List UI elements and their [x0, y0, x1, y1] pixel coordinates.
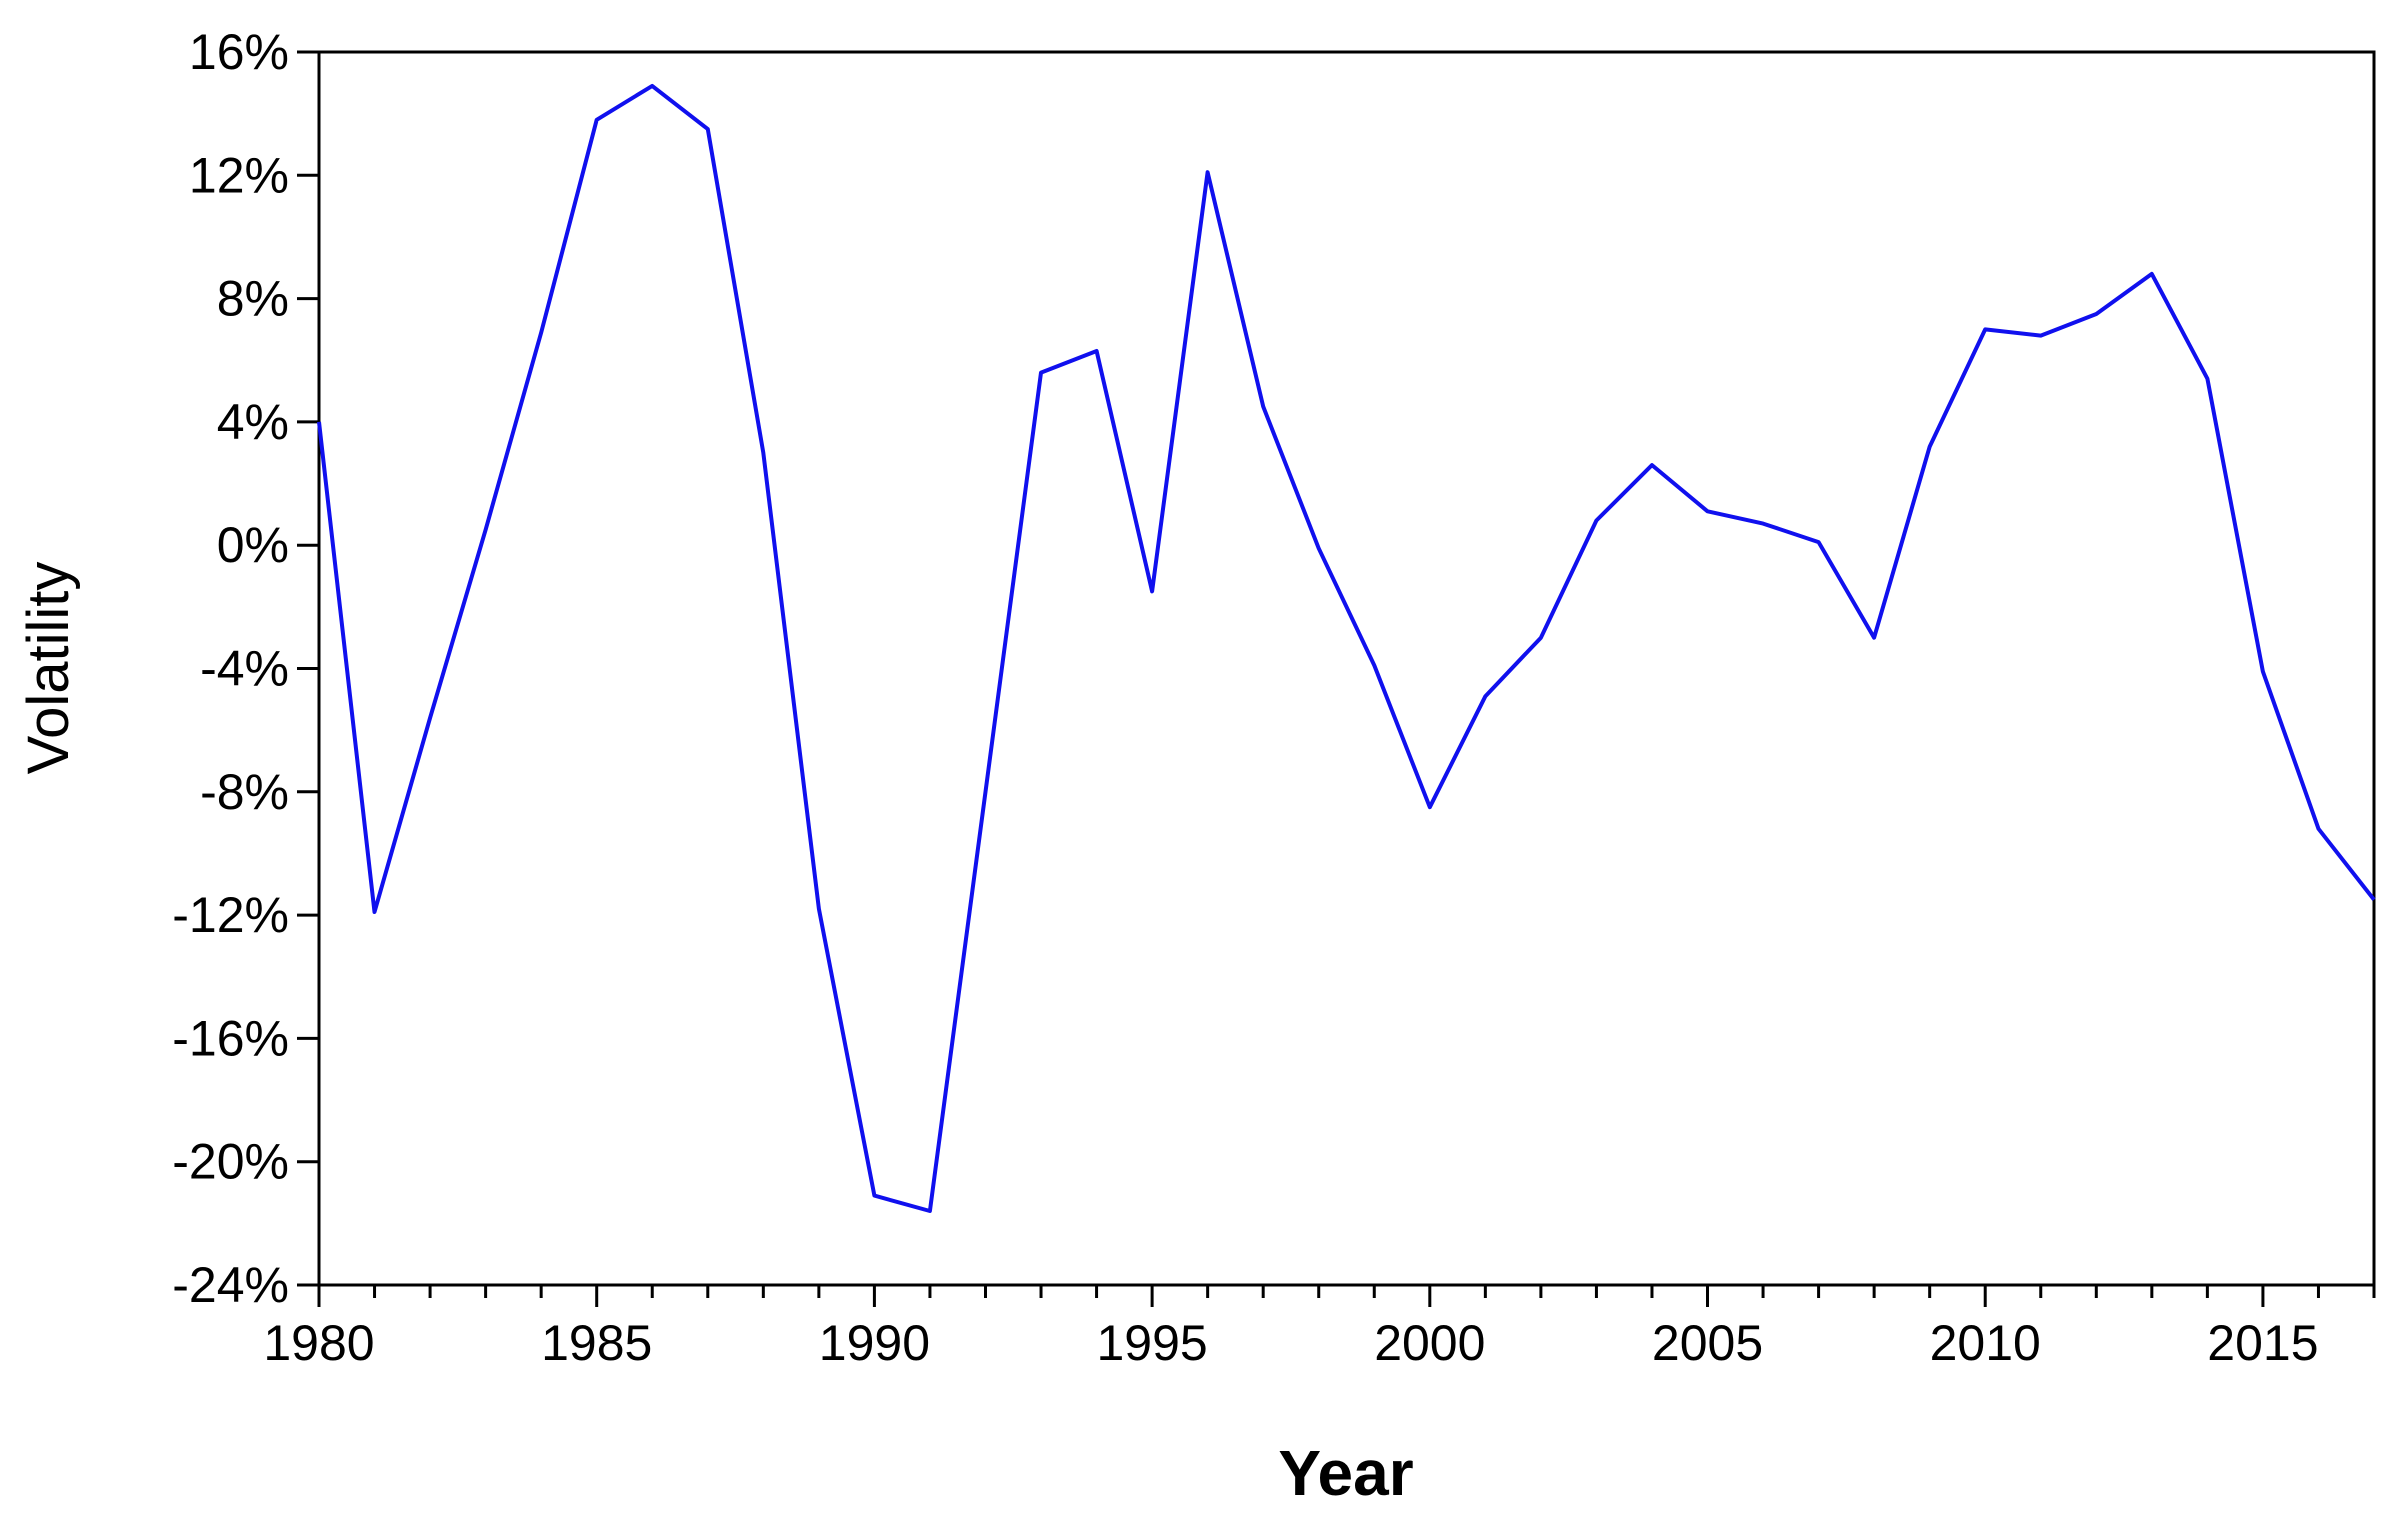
y-axis-title: Volatility [16, 562, 81, 775]
y-tick-label: -20% [172, 1134, 289, 1190]
y-tick-label: 12% [189, 147, 289, 203]
x-tick-label: 1980 [263, 1315, 374, 1371]
y-axis: 16% 12% 8% 4% 0% -4% -8% -12% -16% -20% -24% [172, 24, 319, 1313]
x-axis-title: Year [1278, 1437, 1413, 1509]
x-tick-label: 2005 [1652, 1315, 1763, 1371]
y-tick-label: 4% [217, 394, 289, 450]
y-tick-label: 16% [189, 24, 289, 80]
y-tick-label: -8% [200, 764, 289, 820]
x-tick-label: 1995 [1096, 1315, 1207, 1371]
x-tick-label: 1985 [541, 1315, 652, 1371]
x-axis: 1980 1985 1990 1995 2000 2005 2010 2015 [263, 1285, 2376, 1371]
y-tick-label: 8% [217, 271, 289, 327]
y-tick-label: -4% [200, 641, 289, 697]
y-tick-label: -12% [172, 887, 289, 943]
x-tick-label: 2015 [2207, 1315, 2318, 1371]
y-tick-label: -16% [172, 1010, 289, 1066]
y-tick-label: -24% [172, 1257, 289, 1313]
x-tick-label: 2000 [1374, 1315, 1485, 1371]
series-line-volatility [317, 83, 2376, 1213]
plot-frame [317, 50, 2376, 1287]
x-tick-label: 1990 [819, 1315, 930, 1371]
x-tick-label: 2010 [1930, 1315, 2041, 1371]
y-tick-label: 0% [217, 517, 289, 573]
